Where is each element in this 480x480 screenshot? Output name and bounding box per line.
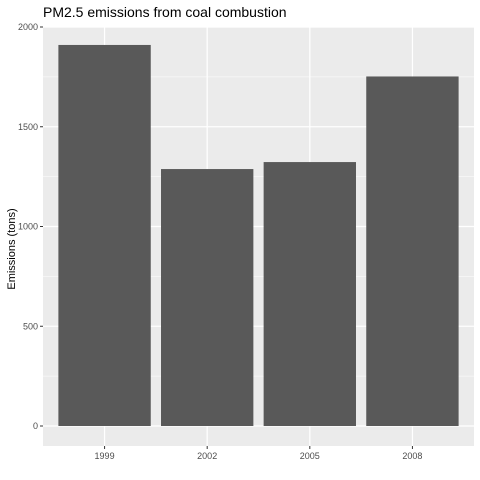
y-tick-label: 1500 (18, 122, 38, 132)
y-tick-label: 2000 (18, 22, 38, 32)
bar-1999 (58, 44, 151, 427)
y-tick-label: 1000 (18, 222, 38, 232)
bar-2008 (366, 76, 459, 426)
bar-2002 (161, 169, 254, 426)
y-tick-label: 500 (23, 321, 38, 331)
y-axis: 0 500 1000 1500 2000 (18, 22, 43, 431)
bar-2005 (263, 162, 356, 426)
x-tick-label: 2005 (300, 451, 320, 461)
y-tick-label: 0 (33, 421, 38, 431)
x-axis: 1999 2002 2005 2008 (95, 446, 422, 461)
x-tick-label: 1999 (95, 451, 115, 461)
bars (58, 44, 459, 427)
chart-title: PM2.5 emissions from coal combustion (43, 4, 287, 20)
y-axis-label: Emissions (tons) (6, 208, 18, 289)
x-tick-label: 2008 (402, 451, 422, 461)
x-tick-label: 2002 (197, 451, 217, 461)
